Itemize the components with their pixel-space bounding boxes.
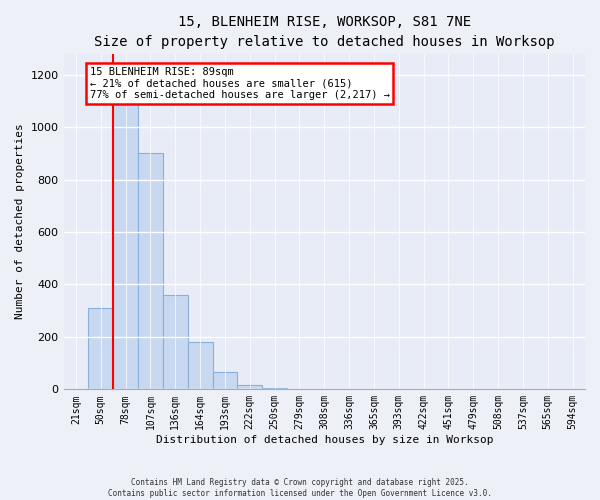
Text: 15 BLENHEIM RISE: 89sqm
← 21% of detached houses are smaller (615)
77% of semi-d: 15 BLENHEIM RISE: 89sqm ← 21% of detache… <box>89 67 389 100</box>
X-axis label: Distribution of detached houses by size in Worksop: Distribution of detached houses by size … <box>155 435 493 445</box>
Bar <box>113 88 138 390</box>
Bar <box>238 386 262 390</box>
Bar <box>212 372 238 390</box>
Bar <box>262 388 287 390</box>
Y-axis label: Number of detached properties: Number of detached properties <box>15 124 25 320</box>
Bar <box>163 295 188 390</box>
Bar <box>138 154 163 390</box>
Bar <box>287 389 312 390</box>
Title: 15, BLENHEIM RISE, WORKSOP, S81 7NE
Size of property relative to detached houses: 15, BLENHEIM RISE, WORKSOP, S81 7NE Size… <box>94 15 554 48</box>
Text: Contains HM Land Registry data © Crown copyright and database right 2025.
Contai: Contains HM Land Registry data © Crown c… <box>108 478 492 498</box>
Bar <box>88 308 113 390</box>
Bar <box>188 342 212 390</box>
